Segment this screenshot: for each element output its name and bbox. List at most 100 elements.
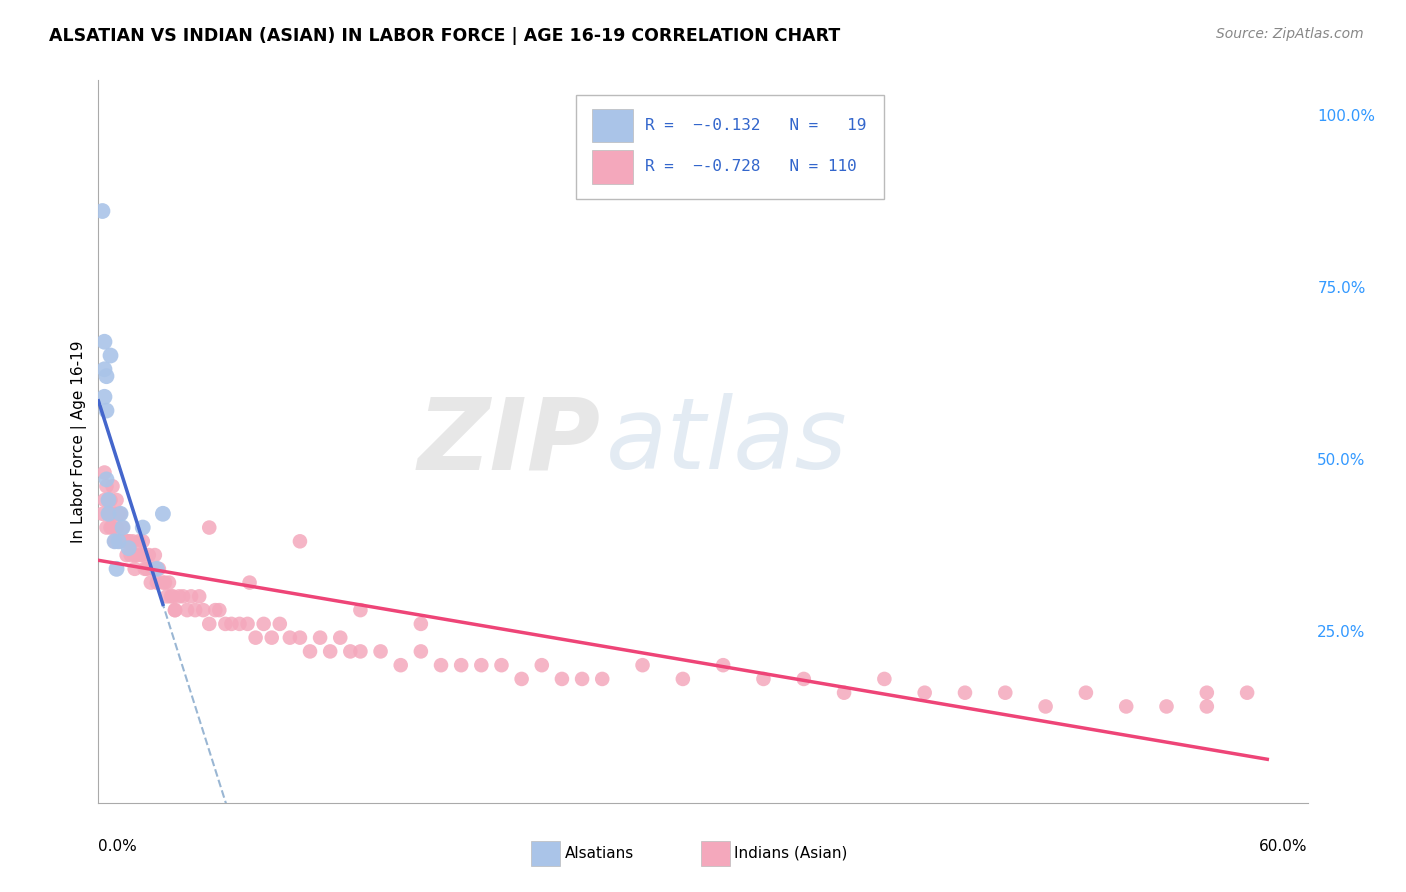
Point [91, 507, 114, 521]
Point [198, 616, 221, 631]
Point [711, 658, 734, 673]
Point [96, 369, 118, 384]
Point [146, 575, 169, 590]
Point [914, 686, 936, 700]
Point [96, 472, 118, 486]
Point [470, 658, 492, 673]
Point [101, 507, 124, 521]
Point [139, 575, 162, 590]
Point [97, 493, 120, 508]
Point [172, 590, 194, 604]
Point [288, 631, 311, 645]
Point [105, 493, 128, 508]
Point [994, 686, 1017, 700]
Point [510, 672, 533, 686]
Point [105, 520, 128, 534]
Point [349, 644, 371, 658]
Text: ALSATIAN VS INDIAN (ASIAN) IN LABOR FORCE | AGE 16-19 CORRELATION CHART: ALSATIAN VS INDIAN (ASIAN) IN LABOR FORC… [49, 27, 841, 45]
Text: 60.0%: 60.0% [1260, 838, 1308, 854]
Point [100, 349, 122, 363]
Point [1035, 699, 1057, 714]
Point [157, 575, 180, 590]
Point [132, 520, 155, 534]
Point [349, 603, 371, 617]
Point [134, 562, 156, 576]
Point [100, 493, 122, 508]
Point [93, 466, 115, 480]
Text: Alsatians: Alsatians [565, 846, 634, 861]
Point [153, 575, 176, 590]
Point [93, 334, 115, 349]
Point [96, 403, 118, 417]
Point [107, 534, 129, 549]
Point [873, 672, 896, 686]
Point [530, 658, 553, 673]
Point [91, 204, 114, 219]
Point [97, 507, 120, 521]
Point [752, 672, 775, 686]
Point [103, 534, 125, 549]
Point [1195, 699, 1218, 714]
Point [228, 616, 250, 631]
Point [97, 493, 120, 508]
Point [110, 507, 132, 521]
Point [176, 603, 198, 617]
Point [128, 534, 150, 549]
Text: R =  −-0.132   N =   19: R = −-0.132 N = 19 [645, 119, 866, 133]
Point [110, 507, 132, 521]
Point [93, 362, 115, 376]
Text: Indians (Asian): Indians (Asian) [734, 846, 848, 861]
Point [309, 631, 332, 645]
Point [152, 575, 174, 590]
Point [1074, 686, 1097, 700]
Point [118, 534, 141, 549]
Point [114, 534, 136, 549]
Point [100, 520, 122, 534]
Point [288, 534, 311, 549]
Point [93, 493, 115, 508]
Point [793, 672, 815, 686]
Text: Source: ZipAtlas.com: Source: ZipAtlas.com [1216, 27, 1364, 41]
Point [214, 616, 236, 631]
Point [180, 590, 202, 604]
Point [101, 520, 124, 534]
Point [121, 534, 143, 549]
Point [96, 479, 118, 493]
Point [188, 590, 211, 604]
Point [253, 616, 276, 631]
Point [409, 616, 432, 631]
Point [184, 603, 207, 617]
Point [107, 534, 129, 549]
Point [152, 507, 174, 521]
Point [450, 658, 472, 673]
Point [491, 658, 513, 673]
Point [221, 616, 243, 631]
FancyBboxPatch shape [592, 109, 633, 143]
Point [319, 644, 342, 658]
FancyBboxPatch shape [531, 841, 561, 865]
Point [832, 686, 855, 700]
Point [118, 541, 141, 556]
Point [1195, 686, 1218, 700]
Point [239, 575, 262, 590]
Point [236, 616, 259, 631]
FancyBboxPatch shape [592, 151, 633, 184]
Point [571, 672, 593, 686]
Point [193, 603, 215, 617]
Point [129, 548, 152, 562]
Point [124, 562, 146, 576]
Point [156, 590, 179, 604]
Point [125, 548, 148, 562]
Point [269, 616, 291, 631]
Point [370, 644, 392, 658]
Point [146, 562, 169, 576]
Point [148, 562, 170, 576]
Point [101, 479, 124, 493]
Point [138, 548, 160, 562]
Point [111, 520, 134, 534]
Point [162, 590, 184, 604]
Point [953, 686, 976, 700]
Point [124, 548, 146, 562]
Point [107, 507, 129, 521]
Point [278, 631, 301, 645]
